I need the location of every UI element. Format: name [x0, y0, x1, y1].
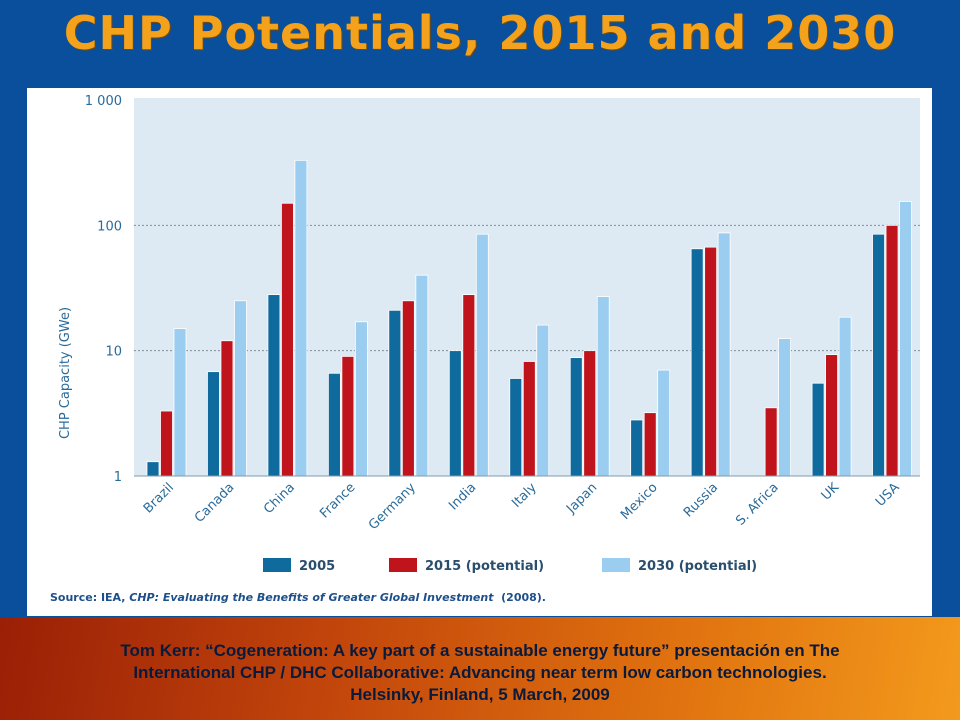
bar-china-1	[281, 202, 294, 477]
y-axis-ticks: 1 10 100 1 000	[85, 94, 122, 485]
bar-brazil-0	[146, 461, 160, 477]
bar-s-africa-2	[778, 338, 792, 477]
figure-panel: 1 10 100 1 000 Brazil Canada China France Germa…	[27, 88, 932, 616]
bar-canada-1	[220, 340, 234, 477]
y-tick-label: 10	[105, 345, 122, 360]
footer-citation: Tom Kerr: “Cogeneration: A key part of a…	[0, 640, 960, 706]
bar-brazil-1	[160, 410, 173, 477]
bar-usa-1	[885, 224, 899, 477]
footer-line-3: Helsinky, Finland, 5 March, 2009	[350, 685, 610, 704]
gridlines	[134, 224, 920, 352]
x-tick-label: India	[446, 480, 479, 513]
bar-mexico-0	[630, 419, 644, 477]
y-axis-label: CHP Capacity (GWe)	[58, 307, 73, 439]
y-tick-label: 1 000	[85, 94, 122, 109]
bar-germany-0	[388, 309, 402, 477]
source-prefix: Source: IEA,	[50, 591, 130, 604]
x-axis-ticks: Brazil Canada China France Germany India Italy…	[141, 480, 903, 533]
x-tick-label: S. Africa	[733, 480, 782, 529]
bar-usa-0	[872, 233, 885, 477]
source-citation: Source: IEA, CHP: Evaluating the Benefit…	[50, 591, 546, 604]
bar-italy-1	[522, 361, 536, 477]
footer-line-2: International CHP / DHC Collaborative: A…	[133, 663, 827, 682]
legend: 2005 2015 (potential) 2030 (potential)	[263, 558, 757, 574]
bar-russia-0	[690, 248, 704, 477]
source-year: (2008).	[501, 591, 546, 604]
bar-russia-2	[717, 232, 731, 477]
x-tick-label: Canada	[192, 480, 238, 526]
bar-india-1	[462, 294, 476, 477]
bar-russia-1	[704, 246, 718, 477]
y-tick-label: 100	[97, 219, 122, 234]
bar-uk-1	[825, 354, 838, 477]
legend-swatch	[602, 558, 630, 572]
bar-france-2	[354, 321, 368, 477]
footer-line-1: Tom Kerr: “Cogeneration: A key part of a…	[120, 641, 840, 660]
legend-swatch	[389, 558, 417, 572]
x-tick-label: UK	[819, 480, 843, 504]
legend-label: 2015 (potential)	[425, 559, 544, 574]
legend-label: 2005	[299, 559, 335, 574]
bar-brazil-2	[173, 328, 187, 477]
bar-canada-0	[207, 371, 220, 477]
y-tick-label: 1	[114, 470, 122, 485]
bars	[146, 159, 912, 477]
x-tick-label: France	[317, 480, 358, 521]
bar-italy-0	[509, 378, 523, 477]
bar-uk-0	[811, 382, 825, 477]
bar-s-africa-1	[764, 407, 778, 477]
bar-germany-2	[415, 274, 429, 477]
bar-canada-2	[234, 300, 247, 477]
bar-mexico-2	[657, 369, 671, 477]
bar-japan-1	[583, 350, 597, 477]
bar-france-1	[341, 356, 355, 477]
bar-france-0	[327, 372, 341, 477]
x-tick-label: Russia	[681, 480, 721, 520]
x-tick-label: Japan	[563, 480, 600, 517]
bar-japan-2	[596, 296, 610, 477]
bar-italy-2	[536, 324, 550, 477]
bar-uk-2	[838, 316, 852, 477]
bar-china-2	[294, 159, 308, 477]
x-tick-label: Mexico	[618, 480, 661, 523]
bar-india-2	[475, 233, 489, 477]
bar-germany-1	[401, 300, 415, 477]
x-tick-label: China	[261, 480, 298, 517]
bar-mexico-1	[643, 412, 657, 477]
x-tick-label: Italy	[509, 480, 540, 511]
bar-india-0	[448, 350, 462, 477]
x-tick-label: USA	[873, 480, 903, 510]
bar-china-0	[267, 294, 281, 477]
source-publication: CHP: Evaluating the Benefits of Greater …	[129, 591, 494, 604]
bar-japan-0	[569, 357, 583, 477]
bar-usa-2	[899, 201, 912, 477]
x-tick-label: Germany	[366, 480, 419, 533]
x-tick-label: Brazil	[141, 480, 177, 516]
chart: 1 10 100 1 000 Brazil Canada China France Germa…	[58, 94, 920, 574]
legend-swatch	[263, 558, 291, 572]
legend-label: 2030 (potential)	[638, 559, 757, 574]
slide-title: CHP Potentials, 2015 and 2030	[63, 6, 897, 60]
footer-band	[0, 617, 960, 720]
